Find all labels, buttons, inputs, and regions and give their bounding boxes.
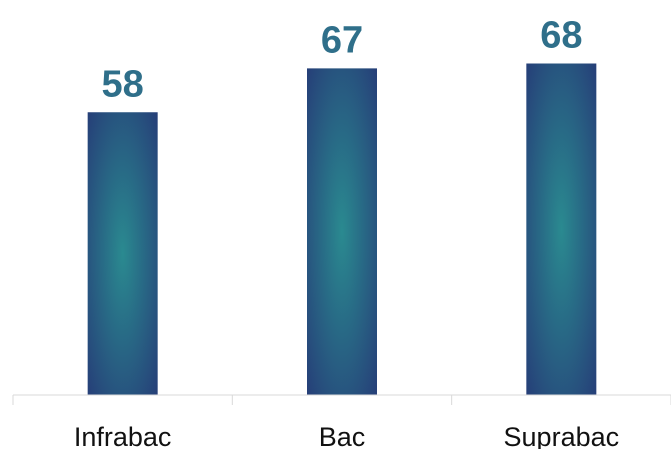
bar-bac	[307, 68, 377, 395]
x-tick-label-infrabac: Infrabac	[74, 422, 172, 449]
data-labels-layer: 58 67 68	[102, 15, 583, 106]
bar-suprabac	[526, 63, 597, 395]
x-tick-label-suprabac: Suprabac	[504, 422, 620, 449]
x-axis-ticks	[12, 395, 671, 405]
x-axis-tick-labels: Infrabac Bac Suprabac	[74, 422, 619, 449]
data-label-infrabac: 58	[102, 63, 144, 105]
data-label-suprabac: 68	[540, 15, 582, 57]
bars-layer	[87, 63, 597, 395]
data-label-bac: 67	[321, 19, 363, 61]
bar-infrabac	[87, 112, 158, 395]
x-tick-label-bac: Bac	[319, 422, 366, 449]
